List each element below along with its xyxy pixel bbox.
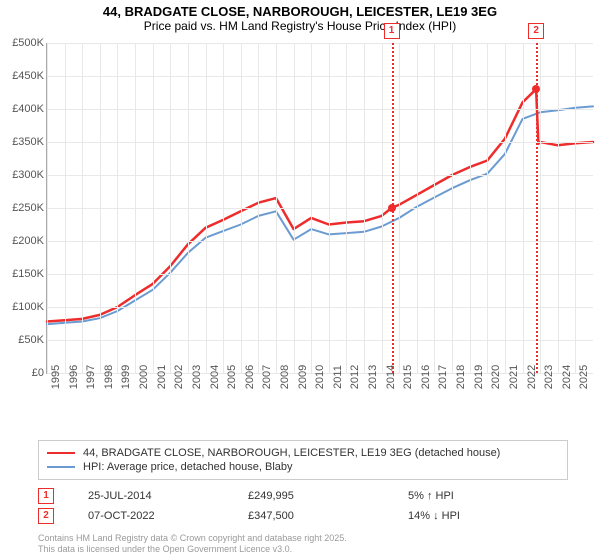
sale-price: £249,995 <box>248 490 408 502</box>
y-axis-label: £0 <box>2 367 44 379</box>
y-axis-label: £350K <box>2 136 44 148</box>
attribution-line: This data is licensed under the Open Gov… <box>38 544 568 556</box>
x-axis-label: 2017 <box>437 365 449 389</box>
y-axis-label: £50K <box>2 334 44 346</box>
sale-marker-icon: 2 <box>38 508 54 524</box>
x-axis-label: 2001 <box>156 365 168 389</box>
sale-date: 25-JUL-2014 <box>88 490 248 502</box>
x-axis-label: 2015 <box>402 365 414 389</box>
legend-label: 44, BRADGATE CLOSE, NARBOROUGH, LEICESTE… <box>83 447 500 459</box>
x-axis-label: 2006 <box>244 365 256 389</box>
sale-marker-box: 2 <box>528 23 544 39</box>
x-axis-label: 2003 <box>191 365 203 389</box>
x-axis-label: 2012 <box>349 365 361 389</box>
legend-swatch <box>47 452 75 454</box>
sale-row: 2 07-OCT-2022 £347,500 14% ↓ HPI <box>38 508 568 524</box>
x-axis-label: 2000 <box>138 365 150 389</box>
chart-title-line2: Price paid vs. HM Land Registry's House … <box>0 19 600 33</box>
y-axis-label: £450K <box>2 70 44 82</box>
y-axis-label: £300K <box>2 169 44 181</box>
x-axis-label: 2023 <box>543 365 555 389</box>
x-axis-label: 2010 <box>314 365 326 389</box>
x-axis-label: 2025 <box>578 365 590 389</box>
attribution: Contains HM Land Registry data © Crown c… <box>38 533 568 556</box>
attribution-line: Contains HM Land Registry data © Crown c… <box>38 533 568 545</box>
x-axis-label: 2004 <box>209 365 221 389</box>
x-axis-label: 2020 <box>490 365 502 389</box>
chart-area: £0 £50K £100K £150K £200K £250K £300K £350K £400… <box>2 42 596 403</box>
y-axis-label: £200K <box>2 235 44 247</box>
sale-point <box>532 85 540 93</box>
legend-label: HPI: Average price, detached house, Blab… <box>83 461 293 473</box>
x-axis-label: 2024 <box>561 365 573 389</box>
x-axis-label: 2005 <box>226 365 238 389</box>
chart-container: 44, BRADGATE CLOSE, NARBOROUGH, LEICESTE… <box>0 0 600 560</box>
x-axis-label: 2019 <box>473 365 485 389</box>
x-axis-label: 1999 <box>120 365 132 389</box>
x-axis-label: 2022 <box>526 365 538 389</box>
series-property_price <box>47 89 593 321</box>
sale-delta: 5% ↑ HPI <box>408 490 568 502</box>
x-axis-label: 2007 <box>261 365 273 389</box>
plot-area: 12 <box>46 43 593 374</box>
sale-date: 07-OCT-2022 <box>88 510 248 522</box>
sale-marker-box: 1 <box>384 23 400 39</box>
sale-point <box>388 204 396 212</box>
x-axis-label: 2014 <box>385 365 397 389</box>
sales-table: 1 25-JUL-2014 £249,995 5% ↑ HPI 2 07-OCT… <box>38 484 568 528</box>
sale-delta: 14% ↓ HPI <box>408 510 568 522</box>
y-axis-label: £500K <box>2 37 44 49</box>
x-axis-label: 2016 <box>420 365 432 389</box>
x-axis-label: 2009 <box>297 365 309 389</box>
legend-box: 44, BRADGATE CLOSE, NARBOROUGH, LEICESTE… <box>38 440 568 480</box>
legend-item: 44, BRADGATE CLOSE, NARBOROUGH, LEICESTE… <box>47 447 559 459</box>
y-axis-label: £250K <box>2 202 44 214</box>
legend-swatch <box>47 466 75 468</box>
x-axis-label: 1998 <box>103 365 115 389</box>
series-hpi <box>47 106 593 324</box>
sale-row: 1 25-JUL-2014 £249,995 5% ↑ HPI <box>38 488 568 504</box>
y-axis-label: £150K <box>2 268 44 280</box>
x-axis-label: 1997 <box>85 365 97 389</box>
x-axis-label: 2011 <box>332 365 344 389</box>
x-axis-label: 2018 <box>455 365 467 389</box>
x-axis-label: 1996 <box>68 365 80 389</box>
x-axis-label: 2002 <box>173 365 185 389</box>
chart-title-line1: 44, BRADGATE CLOSE, NARBOROUGH, LEICESTE… <box>0 0 600 19</box>
y-axis-label: £100K <box>2 301 44 313</box>
x-axis-label: 1995 <box>50 365 62 389</box>
legend-item: HPI: Average price, detached house, Blab… <box>47 461 559 473</box>
sale-price: £347,500 <box>248 510 408 522</box>
sale-marker-icon: 1 <box>38 488 54 504</box>
x-axis-label: 2013 <box>367 365 379 389</box>
x-axis-label: 2021 <box>508 365 520 389</box>
y-axis-label: £400K <box>2 103 44 115</box>
x-axis-label: 2008 <box>279 365 291 389</box>
